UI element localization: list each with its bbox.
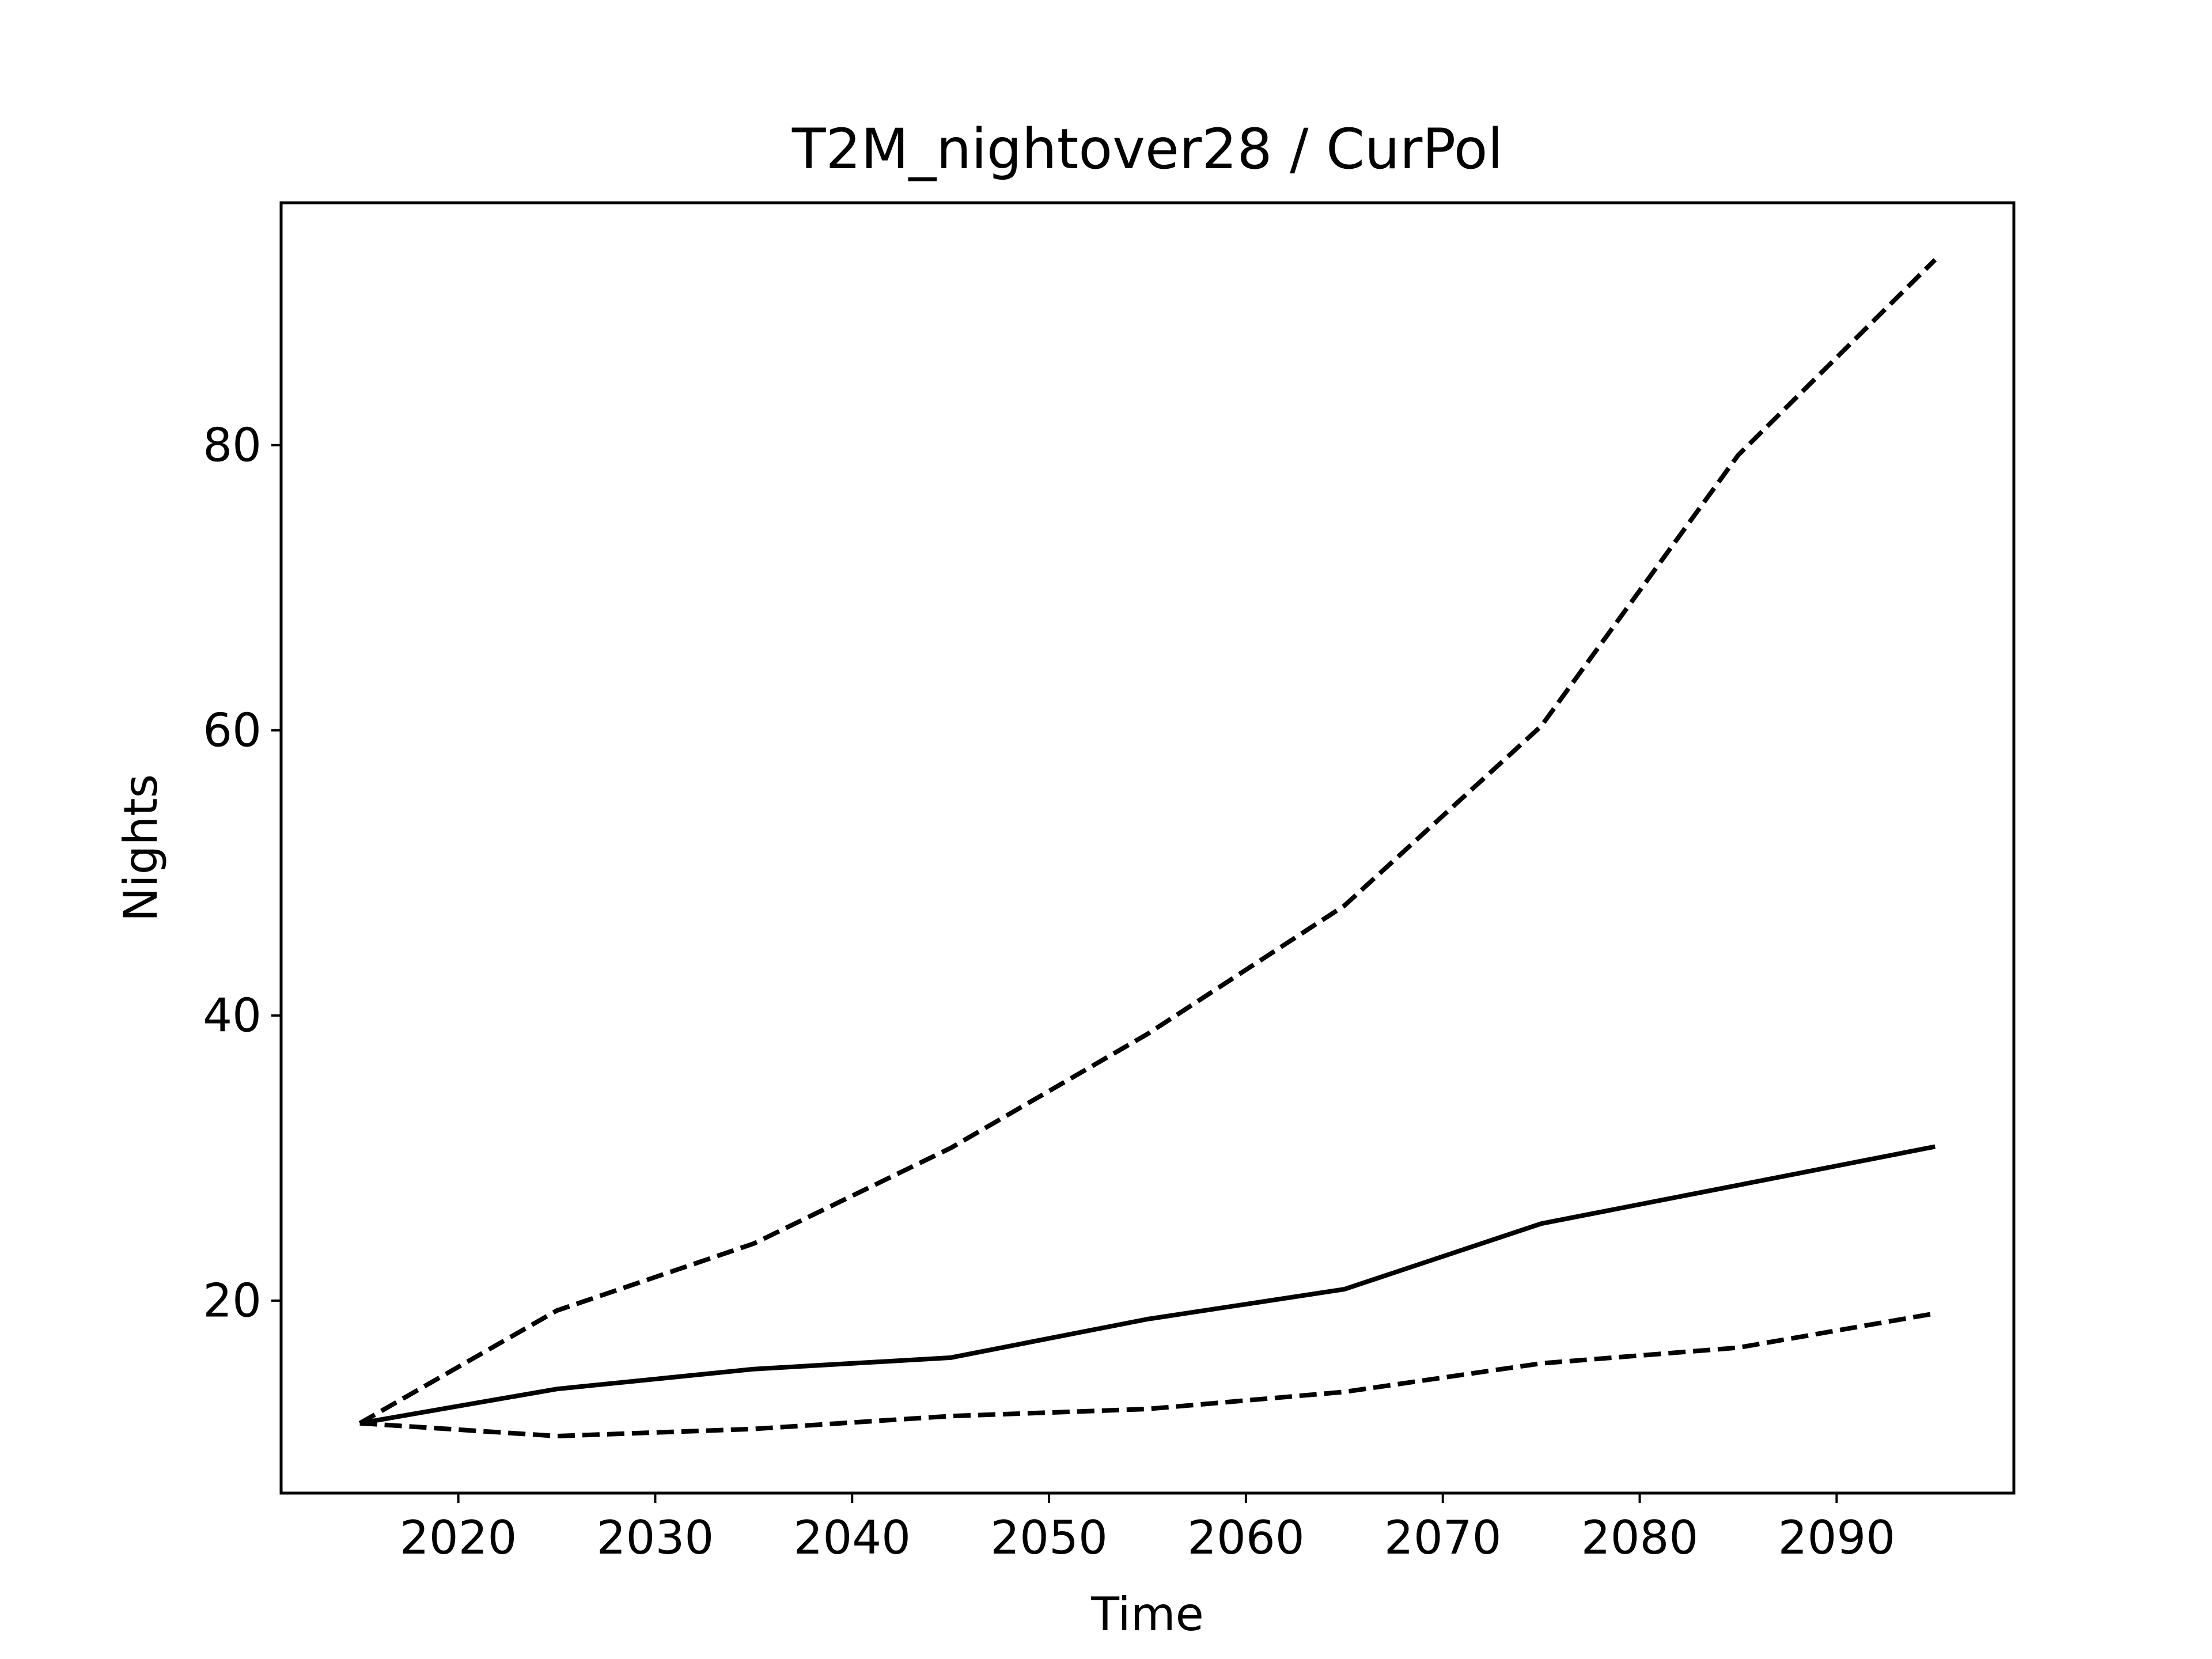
x-tick-label: 2020 (400, 1511, 517, 1565)
solid-series-line-1 (359, 1144, 1936, 1426)
chart-title: T2M_nightover28 / CurPol (791, 117, 1503, 181)
y-axis: 20 40 60 80 (203, 418, 281, 1327)
y-tick-label: 40 (203, 988, 262, 1042)
series-layer (358, 258, 1937, 1438)
x-axis: 2020 2030 2040 2050 2060 2070 2080 2090 (400, 1493, 1895, 1565)
y-axis-label: Nights (114, 774, 168, 922)
dashed-series-line-0 (358, 258, 1937, 1426)
x-tick-label: 2030 (597, 1511, 714, 1565)
x-tick-label: 2090 (1778, 1511, 1896, 1565)
x-tick-label: 2080 (1581, 1511, 1699, 1565)
x-tick-label: 2050 (990, 1511, 1108, 1565)
x-tick-label: 2070 (1384, 1511, 1502, 1565)
plot-frame (279, 201, 2016, 1495)
y-tick-label: 80 (203, 418, 262, 472)
dashed-series-line-2 (359, 1311, 1936, 1438)
x-axis-label: Time (1090, 1588, 1204, 1641)
x-tick-label: 2040 (793, 1511, 911, 1565)
x-tick-label: 2060 (1187, 1511, 1305, 1565)
y-tick-label: 60 (203, 703, 262, 757)
y-tick-label: 20 (203, 1274, 262, 1327)
